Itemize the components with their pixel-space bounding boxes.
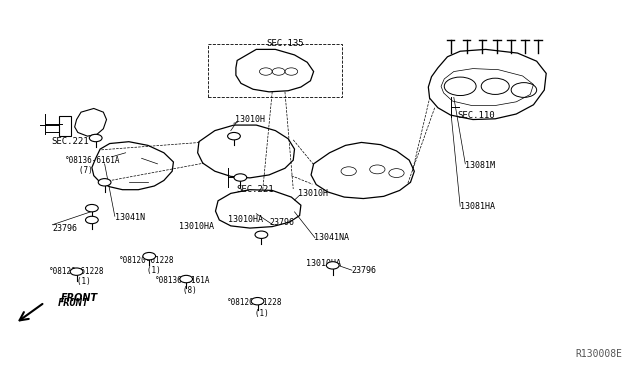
Circle shape xyxy=(326,262,339,269)
Text: FRONT: FRONT xyxy=(61,292,98,302)
Circle shape xyxy=(255,231,268,238)
Text: °08136-6161A
   (8): °08136-6161A (8) xyxy=(156,276,211,295)
Text: 13010HA: 13010HA xyxy=(228,215,262,224)
Text: SEC.135: SEC.135 xyxy=(266,39,304,48)
Text: 23796: 23796 xyxy=(52,224,77,233)
Text: °08120-61228
   (1): °08120-61228 (1) xyxy=(49,267,104,286)
Circle shape xyxy=(228,132,241,140)
Text: 13010H: 13010H xyxy=(236,115,265,124)
Text: °08120-61228
   (1): °08120-61228 (1) xyxy=(119,256,175,275)
Text: 23796: 23796 xyxy=(352,266,377,275)
Text: 13010HA: 13010HA xyxy=(306,259,341,268)
Text: 13081M: 13081M xyxy=(465,161,495,170)
Text: 13010H: 13010H xyxy=(298,189,328,198)
Circle shape xyxy=(70,268,83,275)
Text: FRONT: FRONT xyxy=(58,298,89,308)
Circle shape xyxy=(86,205,99,212)
Text: 13081HA: 13081HA xyxy=(460,202,495,211)
Text: SEC.221: SEC.221 xyxy=(236,185,273,194)
Circle shape xyxy=(234,174,246,181)
Text: 23796: 23796 xyxy=(269,218,294,227)
Circle shape xyxy=(86,216,99,224)
Text: 13010HA: 13010HA xyxy=(179,222,214,231)
Text: R130008E: R130008E xyxy=(576,349,623,359)
Circle shape xyxy=(180,275,193,283)
Text: °08120-61228
   (1): °08120-61228 (1) xyxy=(227,298,283,318)
Circle shape xyxy=(251,298,264,305)
Circle shape xyxy=(143,253,156,260)
Text: °08136-6161A
   (7): °08136-6161A (7) xyxy=(65,156,120,175)
Text: SEC.221: SEC.221 xyxy=(51,137,89,146)
Circle shape xyxy=(99,179,111,186)
Text: 13041NA: 13041NA xyxy=(314,233,349,242)
Circle shape xyxy=(90,134,102,142)
Text: SEC.110: SEC.110 xyxy=(458,111,495,121)
Text: 13041N: 13041N xyxy=(115,213,145,222)
